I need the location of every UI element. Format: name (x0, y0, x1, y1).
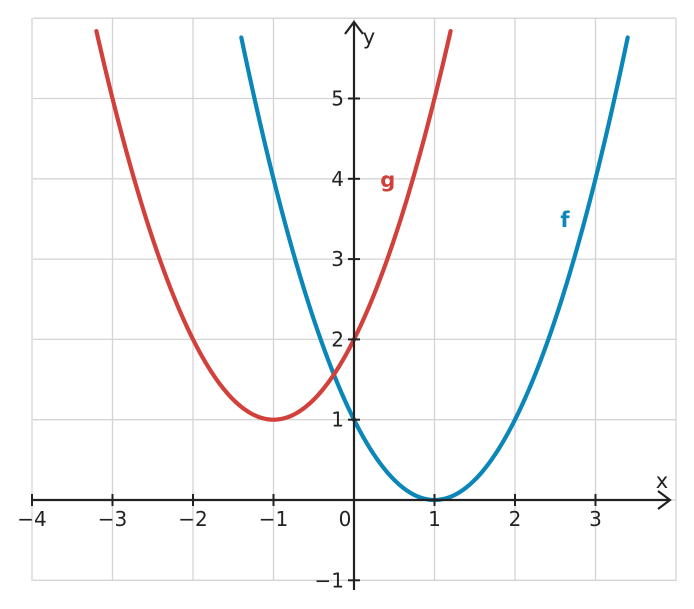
y-tick-label: 1 (331, 408, 344, 432)
y-axis-arrow-icon (344, 20, 364, 35)
x-axis-arrow-icon (657, 490, 672, 510)
labels: x y g f (363, 25, 668, 493)
x-tick-label: 2 (509, 507, 522, 531)
axes: −4 −3 −2 −1 0 1 2 3 −1 1 2 3 4 5 (17, 20, 672, 593)
x-tick-label: −1 (259, 507, 288, 531)
y-tick-label: 5 (331, 87, 344, 111)
curves (94, 28, 630, 503)
curve-label-g: g (380, 168, 395, 192)
x-tick-label: 1 (428, 507, 441, 531)
x-tick-label: −4 (17, 507, 46, 531)
x-axis-label: x (656, 469, 668, 493)
curve-label-f: f (560, 208, 570, 232)
y-tick-label: 4 (331, 167, 344, 191)
curve-g (94, 28, 453, 422)
y-tick-label: −1 (315, 568, 344, 592)
x-tick-label: 0 (339, 507, 352, 531)
y-tick-label: 3 (331, 247, 344, 271)
x-tick-label: −3 (98, 507, 127, 531)
x-tick-label: −2 (178, 507, 207, 531)
ticks: −4 −3 −2 −1 0 1 2 3 −1 1 2 3 4 5 (17, 87, 602, 593)
y-axis-label: y (363, 25, 375, 49)
x-tick-label: 3 (589, 507, 602, 531)
y-tick-label: 2 (331, 327, 344, 351)
